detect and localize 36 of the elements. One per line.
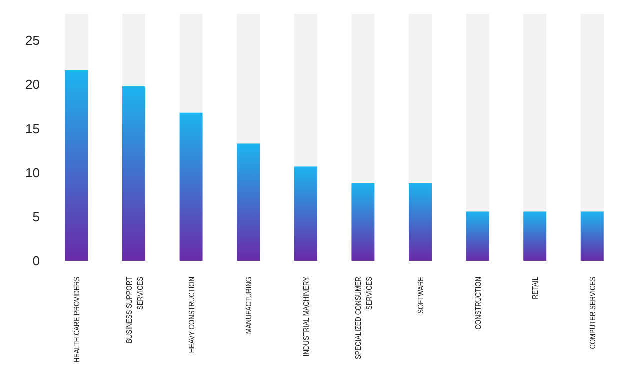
- bar: [65, 70, 88, 261]
- bar: [122, 14, 146, 86]
- bar: [408, 183, 432, 261]
- bar: [237, 144, 260, 261]
- bar: [352, 183, 375, 261]
- x-tick-label: CONSTRUCTION: [473, 277, 483, 330]
- y-tick-label: 25: [26, 33, 40, 48]
- bar: [580, 212, 604, 261]
- x-tick-label: MANUFACTURING: [244, 276, 254, 334]
- x-tick-label: RETAIL: [530, 277, 540, 300]
- bar: [122, 86, 146, 261]
- bar: [524, 14, 547, 212]
- y-tick-label: 5: [32, 210, 40, 225]
- bar: [524, 212, 547, 261]
- x-tick-label: HEAVY CONSTRUCTION: [186, 277, 196, 354]
- x-tick-label: SOFTWARE: [416, 276, 426, 314]
- y-tick-label: 0: [32, 254, 40, 269]
- x-tick-label: SPECIALIZED CONSUMER SERVICES: [353, 276, 374, 360]
- bar: [466, 14, 490, 212]
- bar: [180, 14, 203, 113]
- x-tick-label: COMPUTER SERVICES: [588, 276, 598, 350]
- bar: [466, 212, 490, 261]
- y-tick-label: 15: [26, 121, 40, 136]
- bar: [352, 14, 375, 184]
- bar: [180, 112, 203, 261]
- x-tick-label: INDUSTRIAL MACHINERY: [301, 276, 312, 357]
- y-tick-label: 20: [26, 77, 40, 92]
- bar: [408, 14, 432, 184]
- x-tick-label: HEALTH CARE PROVIDERS: [72, 276, 82, 363]
- bar: [580, 14, 604, 212]
- bar: [294, 166, 318, 261]
- bar: [65, 14, 88, 70]
- bar: [237, 14, 260, 144]
- bar: [294, 14, 318, 167]
- x-tick-label: BUSINESS SUPPORT SERVICES: [124, 276, 146, 344]
- y-tick-label: 10: [26, 165, 40, 180]
